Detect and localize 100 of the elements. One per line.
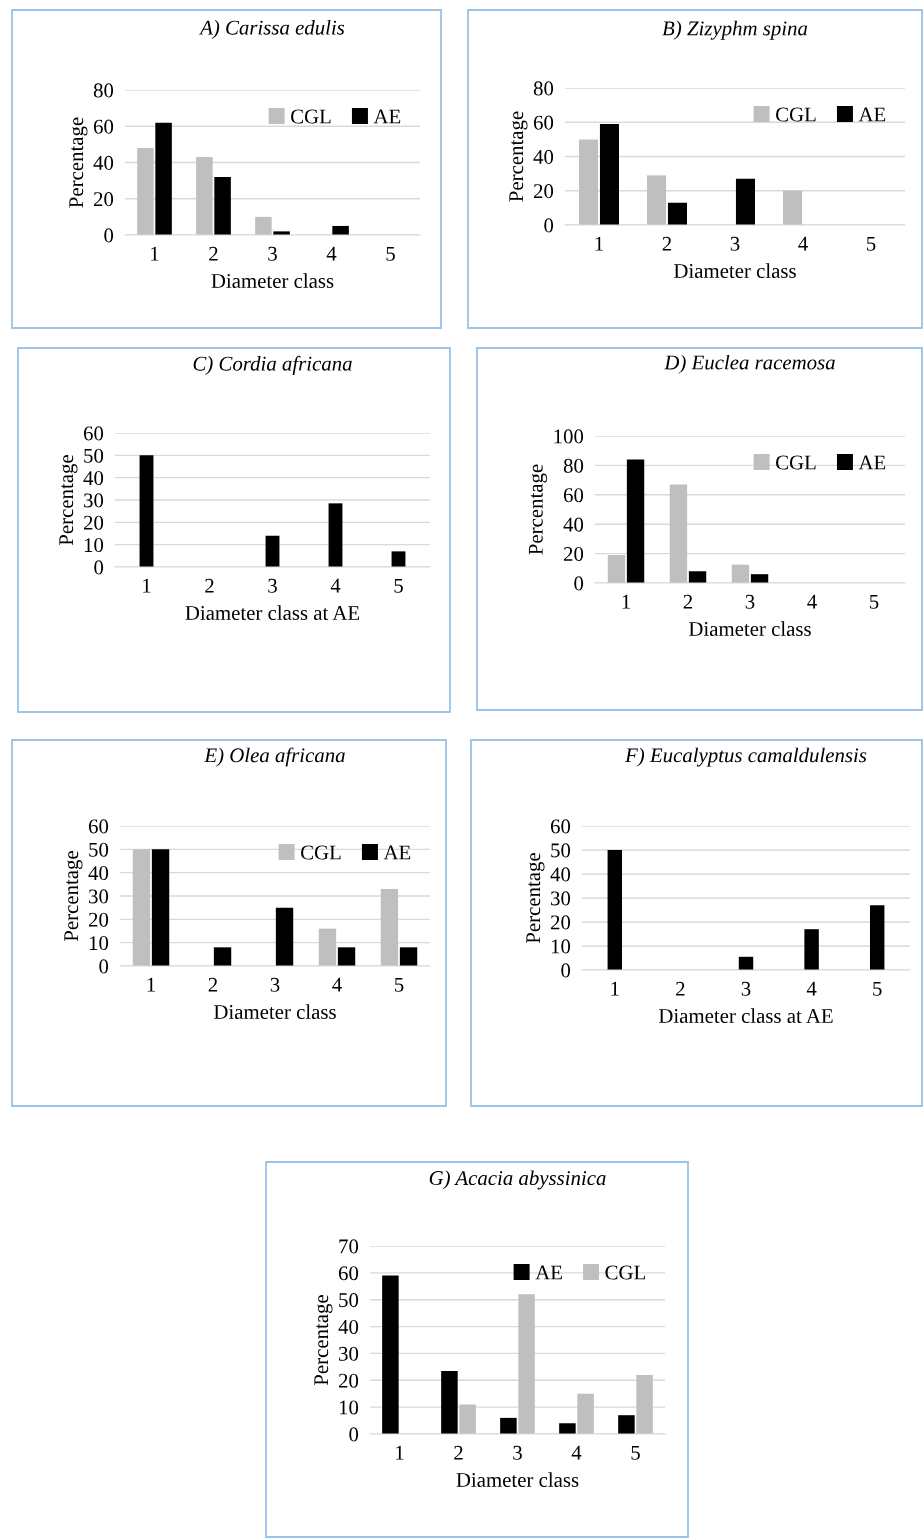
y-tick-label: 10 — [339, 1400, 359, 1415]
y-tick-label: 0 — [349, 1427, 359, 1442]
bar — [318, 928, 337, 966]
bar — [735, 178, 755, 225]
bar — [500, 1417, 517, 1434]
x-tick-label: 2 — [683, 594, 693, 609]
bar — [783, 190, 803, 225]
x-tick-label: 4 — [571, 1445, 582, 1460]
bar — [869, 905, 885, 970]
bar — [155, 122, 172, 235]
x-tick-label: 1 — [143, 578, 151, 593]
x-tick-label: 1 — [151, 246, 159, 261]
bar — [559, 1423, 576, 1434]
bar — [382, 1275, 399, 1434]
x-axis-title: Diameter class — [688, 621, 811, 636]
y-tick-label: 50 — [84, 448, 104, 463]
bar — [328, 503, 343, 567]
x-tick-label: 4 — [806, 981, 817, 996]
legend-label: AE — [373, 109, 401, 124]
y-tick-label: 50 — [89, 842, 109, 857]
x-tick-label: 2 — [205, 578, 214, 593]
y-tick-label: 40 — [563, 517, 584, 532]
y-tick-label: 30 — [89, 889, 109, 904]
chart-title: C) Cordia africana — [193, 355, 352, 375]
bar — [213, 947, 232, 966]
bar — [636, 1374, 653, 1434]
x-tick-label: 2 — [676, 981, 685, 996]
bar — [647, 175, 667, 225]
x-tick-label: 4 — [798, 236, 808, 251]
y-tick-label: 60 — [338, 1266, 359, 1281]
bar — [332, 225, 349, 235]
x-axis-title: Diameter class — [211, 273, 334, 288]
x-tick-label: 5 — [631, 1445, 640, 1460]
y-tick-label: 20 — [550, 915, 571, 930]
chart-title: F) Eucalyptus camaldulensis — [624, 747, 867, 767]
bar — [618, 1415, 635, 1434]
bar — [579, 139, 599, 225]
y-tick-label: 70 — [339, 1239, 359, 1254]
y-tick-label: 60 — [88, 819, 109, 834]
bar — [132, 849, 151, 966]
x-tick-label: 1 — [611, 981, 619, 996]
y-tick-label: 0 — [104, 228, 114, 243]
legend-label: CGL — [291, 109, 331, 124]
y-tick-label: 60 — [533, 115, 554, 130]
x-tick-label: 1 — [622, 594, 630, 609]
bar — [667, 202, 687, 225]
bar — [137, 148, 154, 235]
y-tick-label: 100 — [554, 429, 584, 444]
bar — [577, 1393, 594, 1434]
chart-title: E) Olea africana — [204, 747, 345, 767]
chart-title: B) Zizyphm spina — [662, 20, 808, 40]
y-tick-label: 20 — [533, 184, 554, 199]
x-tick-label: 3 — [730, 236, 740, 251]
bar — [731, 564, 750, 583]
y-axis-title: Percentage — [509, 111, 528, 202]
y-tick-label: 0 — [94, 560, 104, 575]
bar — [139, 455, 154, 567]
bar — [669, 484, 688, 583]
legend-label: CGL — [301, 845, 341, 860]
x-tick-label: 3 — [270, 977, 280, 992]
x-axis-title: Diameter class — [213, 1004, 336, 1019]
legend-label: AE — [383, 845, 411, 860]
bar — [441, 1370, 458, 1434]
y-axis-title: Percentage — [59, 455, 78, 546]
y-tick-label: 60 — [93, 119, 114, 134]
y-tick-label: 0 — [561, 963, 571, 978]
y-tick-label: 0 — [99, 959, 109, 974]
bar — [459, 1404, 476, 1434]
y-tick-label: 0 — [544, 218, 554, 233]
legend-label: CGL — [776, 107, 816, 122]
x-tick-label: 1 — [147, 977, 155, 992]
y-tick-label: 10 — [84, 538, 104, 553]
y-tick-label: 60 — [550, 819, 571, 834]
y-tick-label: 40 — [533, 149, 554, 164]
y-tick-label: 20 — [338, 1373, 359, 1388]
x-tick-label: 4 — [332, 977, 342, 992]
y-tick-label: 60 — [563, 488, 584, 503]
x-tick-label: 5 — [386, 246, 395, 261]
y-tick-label: 50 — [339, 1293, 359, 1308]
y-tick-label: 10 — [89, 936, 109, 951]
bar — [214, 177, 231, 235]
bar — [607, 850, 623, 970]
x-axis-title: Diameter class — [456, 1472, 579, 1487]
y-tick-label: 20 — [88, 912, 109, 927]
y-tick-label: 60 — [83, 426, 104, 441]
x-tick-label: 5 — [870, 594, 879, 609]
bar — [391, 551, 406, 567]
y-tick-label: 30 — [84, 493, 104, 508]
x-tick-label: 2 — [208, 977, 218, 992]
y-tick-label: 10 — [551, 939, 571, 954]
y-axis-title: Percentage — [69, 117, 88, 208]
x-tick-label: 3 — [268, 578, 277, 593]
bar — [255, 216, 272, 235]
x-tick-label: 1 — [396, 1445, 404, 1460]
bar — [626, 459, 645, 583]
x-tick-label: 2 — [662, 236, 672, 251]
y-tick-label: 80 — [563, 458, 584, 473]
legend-label: AE — [858, 107, 886, 122]
x-tick-label: 4 — [807, 594, 817, 609]
legend-label: AE — [858, 455, 886, 470]
